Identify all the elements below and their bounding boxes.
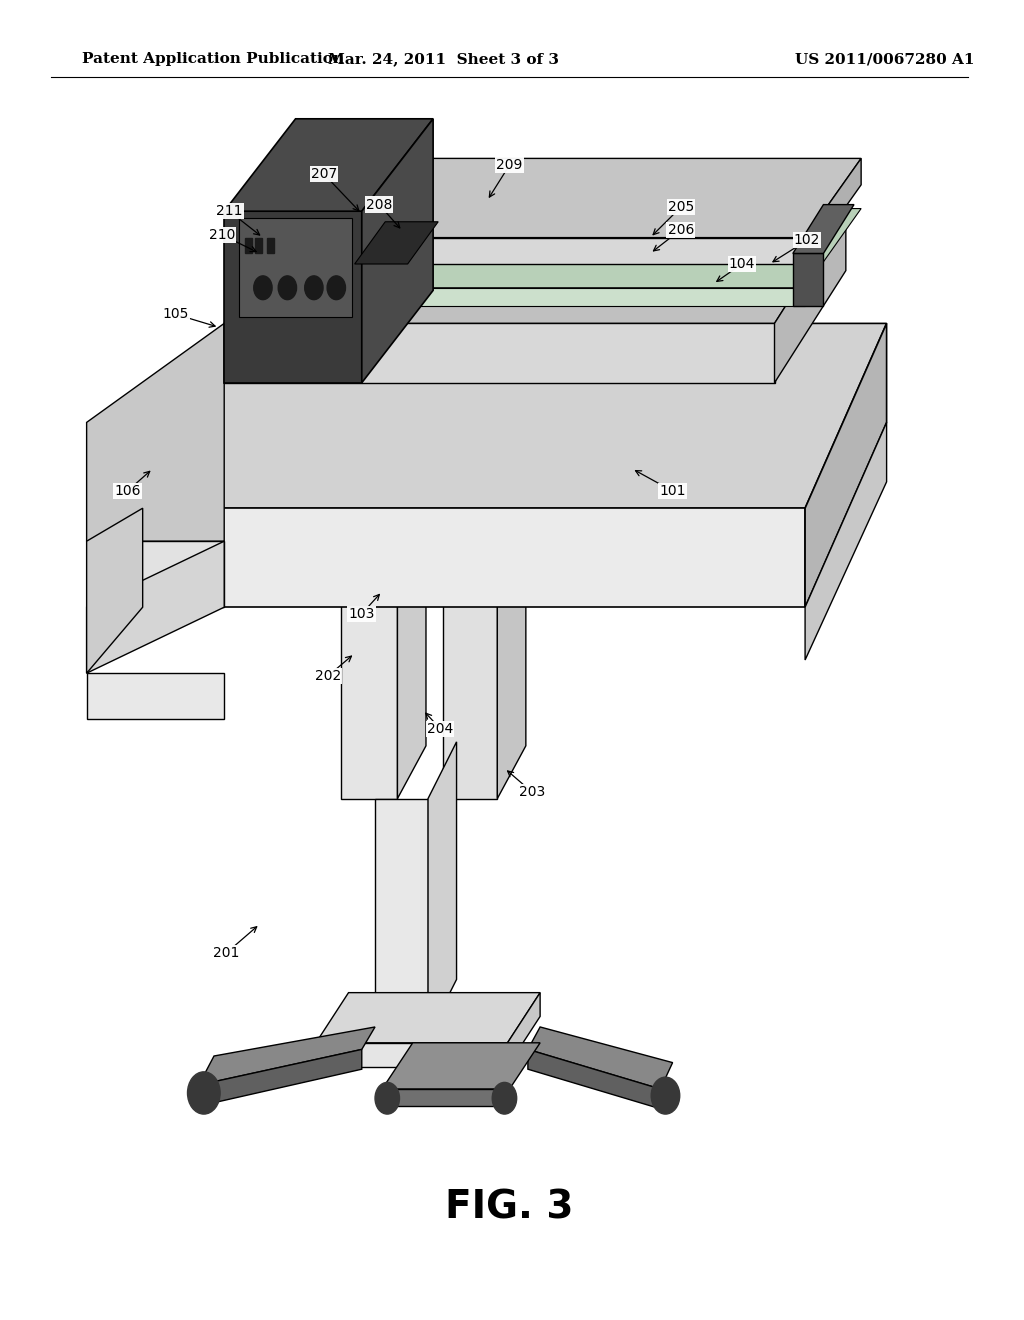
- Polygon shape: [805, 422, 887, 660]
- Text: 211: 211: [216, 205, 243, 218]
- Polygon shape: [224, 211, 846, 323]
- Circle shape: [327, 276, 345, 300]
- Bar: [255, 238, 262, 253]
- Polygon shape: [224, 323, 774, 383]
- Text: 209: 209: [497, 158, 522, 172]
- Polygon shape: [240, 218, 351, 317]
- Polygon shape: [142, 323, 887, 508]
- Text: 101: 101: [659, 484, 686, 498]
- Polygon shape: [382, 1089, 510, 1106]
- Circle shape: [254, 276, 272, 300]
- Polygon shape: [443, 601, 498, 799]
- Polygon shape: [428, 742, 457, 1036]
- Circle shape: [493, 1082, 517, 1114]
- Polygon shape: [224, 119, 433, 211]
- Text: 208: 208: [366, 198, 392, 211]
- Circle shape: [305, 276, 323, 300]
- Polygon shape: [793, 205, 854, 253]
- Text: Patent Application Publication: Patent Application Publication: [82, 53, 343, 66]
- Text: 203: 203: [519, 785, 545, 799]
- Polygon shape: [508, 993, 540, 1067]
- Polygon shape: [87, 508, 142, 673]
- Polygon shape: [361, 209, 861, 288]
- Polygon shape: [354, 222, 438, 264]
- Polygon shape: [361, 158, 861, 238]
- Polygon shape: [199, 1049, 361, 1106]
- Text: 201: 201: [213, 946, 240, 960]
- Polygon shape: [498, 548, 526, 799]
- Bar: [245, 238, 252, 253]
- Text: 104: 104: [729, 257, 755, 271]
- Polygon shape: [397, 548, 426, 799]
- Polygon shape: [528, 1027, 673, 1089]
- Text: 105: 105: [162, 308, 188, 321]
- Text: FIG. 3: FIG. 3: [445, 1189, 573, 1226]
- Polygon shape: [805, 158, 861, 264]
- Circle shape: [375, 1082, 399, 1114]
- Polygon shape: [224, 211, 361, 383]
- Text: US 2011/0067280 A1: US 2011/0067280 A1: [795, 53, 975, 66]
- Polygon shape: [382, 1043, 540, 1089]
- Polygon shape: [774, 211, 846, 383]
- Polygon shape: [87, 323, 224, 541]
- Polygon shape: [375, 799, 428, 1036]
- Polygon shape: [361, 119, 433, 383]
- Polygon shape: [361, 288, 805, 306]
- Polygon shape: [142, 508, 805, 607]
- Text: 207: 207: [311, 168, 337, 181]
- Polygon shape: [87, 541, 224, 673]
- Circle shape: [279, 276, 297, 300]
- Polygon shape: [341, 601, 397, 799]
- Text: 206: 206: [668, 223, 694, 236]
- Polygon shape: [316, 1043, 508, 1067]
- Polygon shape: [87, 541, 224, 607]
- Text: Mar. 24, 2011  Sheet 3 of 3: Mar. 24, 2011 Sheet 3 of 3: [328, 53, 559, 66]
- Polygon shape: [793, 253, 823, 306]
- Polygon shape: [361, 238, 805, 264]
- Text: 103: 103: [348, 607, 375, 620]
- Text: 202: 202: [315, 669, 341, 682]
- Text: 106: 106: [114, 484, 140, 498]
- Circle shape: [187, 1072, 220, 1114]
- Text: 204: 204: [427, 722, 454, 735]
- Polygon shape: [87, 673, 224, 719]
- Text: 102: 102: [794, 234, 820, 247]
- Bar: [267, 238, 274, 253]
- Polygon shape: [199, 1027, 375, 1085]
- Polygon shape: [805, 323, 887, 607]
- Circle shape: [651, 1077, 680, 1114]
- Text: 210: 210: [209, 228, 236, 242]
- Polygon shape: [316, 993, 540, 1043]
- Polygon shape: [528, 1049, 660, 1109]
- Text: 205: 205: [668, 201, 694, 214]
